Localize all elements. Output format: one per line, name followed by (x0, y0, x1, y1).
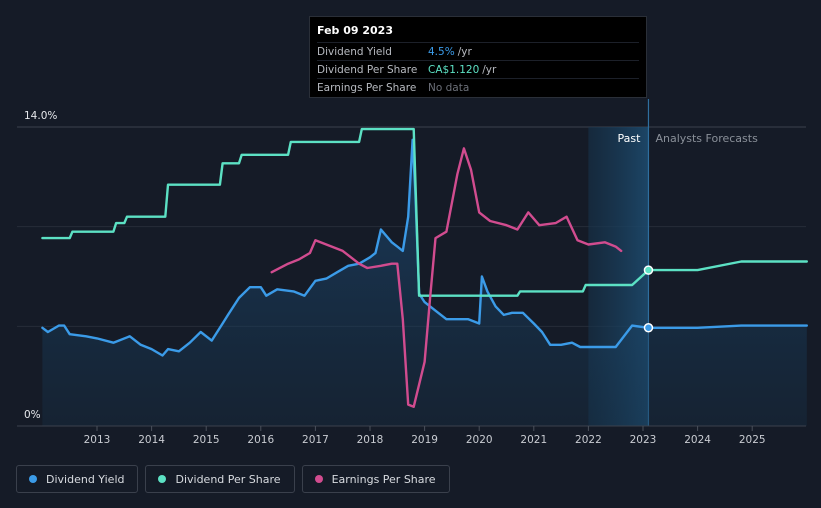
past-label: Past (618, 132, 642, 145)
tooltip-row-dividend-per-share: Dividend Per Share CA$1.120 /yr (317, 60, 639, 78)
legend: Dividend Yield Dividend Per Share Earnin… (16, 465, 450, 493)
tooltip-row-name: Dividend Per Share (317, 63, 418, 76)
x-tick-label: 2018 (357, 434, 384, 446)
x-tick-label: 2013 (84, 434, 111, 446)
legend-label: Dividend Yield (46, 472, 125, 486)
tooltip-row-value: 4.5% (428, 45, 455, 58)
tooltip-row-name: Dividend Yield (317, 45, 392, 58)
x-tick-label: 2014 (138, 434, 165, 446)
tooltip-row-value: CA$1.120 (428, 63, 480, 76)
tooltip: Feb 09 2023 Dividend Yield 4.5% /yr Divi… (309, 16, 647, 98)
x-tick-label: 2020 (466, 434, 493, 446)
dividend-yield-marker (643, 323, 654, 333)
tooltip-row-unit: /yr (457, 45, 472, 58)
axis-labels: 14.0% 0% (24, 110, 57, 421)
x-tick-label: 2021 (520, 434, 547, 446)
tooltip-row-name: Earnings Per Share (317, 81, 417, 94)
tooltip-row-value: No data (428, 81, 470, 94)
legend-item-earnings-per-share[interactable]: Earnings Per Share (301, 465, 450, 493)
x-tick-label: 2023 (630, 434, 657, 446)
x-axis: 2013 2014 2015 2016 2017 2018 2019 2020 2021 2022… (17, 425, 806, 446)
y-axis-bottom-label: 0% (24, 409, 41, 421)
tooltip-row-earnings-per-share: Earnings Per Share No data (317, 78, 639, 96)
x-tick-label: 2019 (411, 434, 438, 446)
tooltip-date: Feb 09 2023 (317, 24, 393, 37)
tooltip-row-dividend-yield: Dividend Yield 4.5% /yr (317, 42, 639, 60)
x-tick-label: 2024 (684, 434, 711, 446)
tooltip-row-unit: /yr (482, 63, 497, 76)
legend-dot-icon (158, 475, 167, 483)
x-tick-label: 2016 (247, 434, 274, 446)
series-layer (41, 127, 808, 427)
y-axis-top-label: 14.0% (24, 110, 57, 122)
dividend-yield-line (41, 138, 808, 357)
x-tick-label: 2015 (193, 434, 220, 446)
legend-item-dividend-yield[interactable]: Dividend Yield (16, 465, 139, 493)
earnings-per-share-line (270, 147, 623, 408)
legend-label: Earnings Per Share (331, 472, 436, 486)
x-tick-label: 2017 (302, 434, 329, 446)
legend-dot-icon (29, 475, 37, 483)
x-tick-label: 2022 (575, 434, 602, 446)
dividend-per-share-marker (643, 265, 654, 275)
dividend-per-share-line (41, 127, 808, 297)
legend-dot-icon (314, 475, 323, 483)
dividend-yield-area (42, 139, 807, 427)
x-tick-label: 2025 (739, 434, 766, 446)
forecast-label: Analysts Forecasts (655, 132, 758, 145)
legend-item-dividend-per-share[interactable]: Dividend Per Share (145, 465, 295, 493)
legend-label: Dividend Per Share (175, 472, 281, 486)
